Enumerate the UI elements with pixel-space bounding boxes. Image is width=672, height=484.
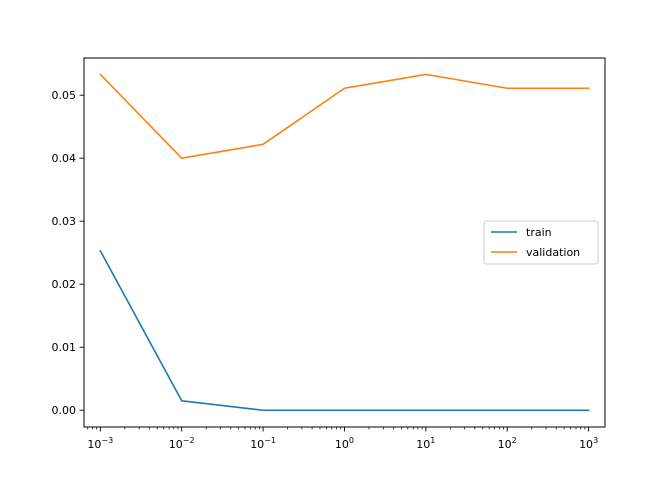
- x-axis: 10−3 10−2 10−1 100 101 102 103: [87, 427, 598, 451]
- x-tick-label: 101: [416, 436, 435, 451]
- x-tick-label: 102: [498, 436, 517, 451]
- series-line-1: [99, 73, 590, 159]
- x-tick-label: 100: [335, 436, 354, 451]
- legend-label: validation: [526, 246, 580, 259]
- y-tick-label: 0.01: [52, 341, 77, 354]
- y-tick-label: 0.05: [52, 89, 77, 102]
- x-tick-label: 103: [579, 436, 598, 451]
- y-tick-label: 0.02: [52, 278, 77, 291]
- y-tick-label: 0.04: [52, 152, 77, 165]
- x-tick-label: 10−1: [250, 436, 276, 451]
- series-layer: [99, 73, 590, 412]
- x-tick-label: 10−2: [169, 436, 195, 451]
- x-tick-label: 10−3: [87, 436, 113, 451]
- legend-label: train: [526, 226, 552, 239]
- y-tick-label: 0.03: [52, 215, 77, 228]
- y-tick-label: 0.00: [52, 404, 77, 417]
- series-line-0: [99, 249, 590, 412]
- legend: train validation: [483, 220, 599, 265]
- y-axis: 0.00 0.01 0.02 0.03 0.04 0.05: [52, 89, 84, 417]
